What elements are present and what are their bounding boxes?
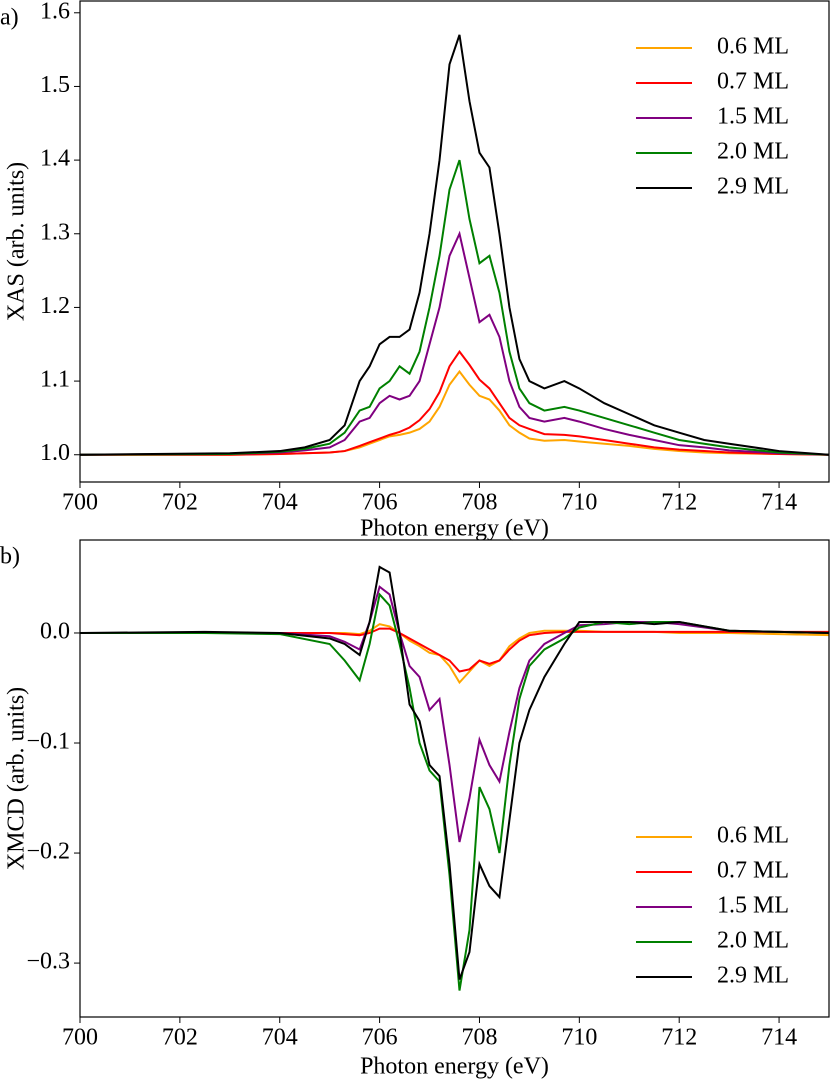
legend-label: 2.0 ML bbox=[717, 139, 789, 165]
data-line bbox=[80, 627, 829, 673]
data-line bbox=[79, 565, 830, 980]
y-tick-label: 1.1 bbox=[40, 367, 70, 393]
x-tick-label: 702 bbox=[162, 1025, 198, 1051]
y-tick-label: 1.4 bbox=[40, 146, 70, 172]
x-tick-label: 704 bbox=[262, 1025, 298, 1051]
x-tick-label: 706 bbox=[362, 490, 398, 516]
x-tick-label: 702 bbox=[162, 490, 198, 516]
legend-label: 0.7 ML bbox=[717, 858, 789, 884]
x-tick-label: 712 bbox=[661, 1025, 697, 1051]
y-tick-label: −0.1 bbox=[26, 729, 70, 755]
legend-label: 2.0 ML bbox=[717, 928, 789, 954]
data-line bbox=[79, 230, 830, 456]
y-tick-label: 1.5 bbox=[40, 72, 70, 98]
data-line bbox=[79, 34, 830, 456]
legend-label: 0.6 ML bbox=[717, 823, 789, 849]
plot-frame bbox=[79, 539, 830, 1018]
y-tick-label: −0.2 bbox=[26, 839, 70, 865]
x-tick-label: 712 bbox=[661, 490, 697, 516]
y-tick-label: 1.2 bbox=[40, 293, 70, 319]
legend-label: 1.5 ML bbox=[717, 104, 789, 130]
y-tick-label: 1.3 bbox=[40, 219, 70, 245]
data-line bbox=[80, 585, 830, 843]
x-tick-label: 704 bbox=[262, 490, 298, 516]
x-axis-label: Photon energy (eV) bbox=[360, 1054, 549, 1080]
x-tick-label: 710 bbox=[561, 490, 597, 516]
data-line bbox=[80, 349, 830, 456]
x-tick-label: 714 bbox=[761, 490, 797, 516]
y-axis-label: XAS (arb. units) bbox=[4, 162, 30, 321]
x-tick-label: 710 bbox=[561, 1025, 597, 1051]
legend-label: 0.6 ML bbox=[717, 34, 789, 60]
legend-label: 2.9 ML bbox=[717, 963, 789, 989]
x-tick-label: 708 bbox=[461, 1025, 497, 1051]
legend-label: 0.7 ML bbox=[717, 69, 789, 95]
legend-label: 2.9 ML bbox=[717, 174, 789, 200]
y-axis-label: XMCD (arb. units) bbox=[4, 687, 30, 870]
y-tick-label: 0.0 bbox=[40, 618, 70, 644]
panel-label: a) bbox=[0, 5, 19, 31]
x-tick-label: 700 bbox=[62, 490, 98, 516]
y-tick-label: 1.6 bbox=[40, 0, 70, 24]
data-line bbox=[79, 159, 830, 456]
x-axis-label: Photon energy (eV) bbox=[360, 516, 549, 542]
x-tick-label: 700 bbox=[62, 1025, 98, 1051]
x-tick-label: 708 bbox=[461, 490, 497, 516]
legend-label: 1.5 ML bbox=[717, 893, 789, 919]
plot-frame bbox=[79, 0, 830, 483]
panel-label: b) bbox=[0, 544, 20, 570]
x-tick-label: 714 bbox=[761, 1025, 797, 1051]
x-tick-label: 706 bbox=[362, 1025, 398, 1051]
y-tick-label: 1.0 bbox=[40, 440, 70, 466]
y-tick-label: −0.3 bbox=[26, 949, 70, 975]
